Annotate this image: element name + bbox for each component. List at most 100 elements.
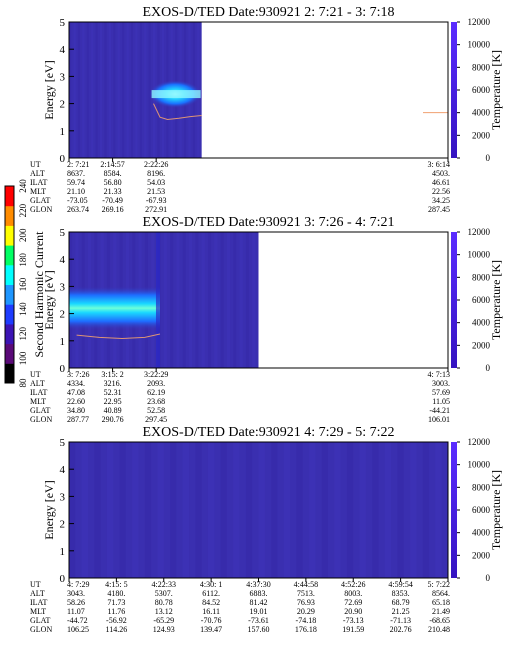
heatmap-stripe [207,232,212,368]
table-cell: -65.29 [153,616,174,625]
heatmap-stripe [119,442,126,578]
table-row-label: GLON [30,205,52,214]
y-tick-label: 3 [60,281,66,293]
table-cell: -73.13 [343,616,364,625]
table-row-label: GLON [30,415,52,424]
right-tick-label: 4000 [472,108,491,118]
heatmap-stripe [195,442,202,578]
heatmap-stripe [170,232,174,368]
y-tick-label: 2 [60,99,66,111]
heatmap-stripe [372,442,379,578]
y-tick-label: 2 [60,519,66,531]
table-cell: 8003. [344,589,362,598]
table-cell: 269.16 [102,205,124,214]
table-cell: 3: 6:14 [428,160,450,169]
table-cell: 57.69 [432,388,450,397]
table-row-label: ILAT [30,598,47,607]
table-row-label: ILAT [30,178,47,187]
table-cell: -70.76 [201,616,222,625]
table-cell: 106.01 [428,415,450,424]
heatmap-stripe [91,22,94,158]
heatmap-stripe [94,442,101,578]
table-cell: 157.60 [248,625,270,634]
table-cell: -44.72 [67,616,88,625]
table-cell: 124.93 [153,625,175,634]
heatmap-band [69,286,160,331]
right-tick-label: 8000 [472,62,491,72]
table-cell: 4: 7:13 [428,370,450,379]
table-cell: 56.80 [104,178,122,187]
y-tick-label: 3 [60,491,66,503]
table-cell: 176.18 [295,625,317,634]
y-tick-label: 3 [60,71,66,83]
y-tick-label: 1 [60,336,66,348]
heatmap-stripe [182,232,186,368]
heatmap-stripe [321,442,328,578]
table-cell: 4:37:30 [246,580,270,589]
table-cell: 210.48 [428,625,450,634]
right-tick-label: 6000 [472,85,491,95]
heatmap-stripe [163,232,167,368]
table-cell: 65.18 [432,598,450,607]
table-cell: 20.29 [297,607,315,616]
heatmap-stripe [334,442,341,578]
heatmap-stripe [73,22,76,158]
heatmap-stripe [220,442,227,578]
table-cell: 3:22:29 [144,370,168,379]
table-cell: 6883. [250,589,268,598]
heatmap-stripe [144,22,147,158]
table-cell: 8564. [432,589,450,598]
table-cell: 7513. [297,589,315,598]
heatmap-stripe [239,232,243,368]
colorbar-segment [5,245,14,266]
table-row-label: GLAT [30,406,51,415]
table-cell: 16.11 [202,607,220,616]
plot-frame [68,21,449,159]
temperature-colorbar [451,22,457,158]
colorbar-segment [5,304,14,325]
colorbar-tick-label: 220 [18,203,28,217]
table-cell: 106.25 [67,625,89,634]
table-cell: 263.74 [67,205,89,214]
heatmap-stripe [435,442,442,578]
colorbar-segment [5,186,14,207]
heatmap-stripe [95,22,98,158]
y-axis-label: Energy [eV] [42,270,56,329]
table-cell: 272.91 [145,205,167,214]
table-cell: 3216. [104,379,122,388]
table-row-label: MLT [30,187,46,196]
table-cell: -73.05 [67,196,88,205]
heatmap-stripe [99,22,103,158]
heatmap-stripe [245,442,253,578]
table-cell: 13.12 [155,607,173,616]
table-cell: 8353. [392,589,410,598]
table-cell: -56.92 [106,616,127,625]
table-cell: 80.78 [155,598,173,607]
table-cell: 22.56 [432,187,450,196]
table-cell: -70.49 [102,196,123,205]
colorbar-segment [5,343,14,364]
table-cell: 287.77 [67,415,89,424]
heatmap-stripe [245,232,250,368]
table-cell: -67.93 [146,196,167,205]
table-row-label: MLT [30,607,46,616]
heatmap-stripe [135,22,138,158]
temperature-curve [76,333,161,340]
right-tick-label: 12000 [468,227,491,237]
right-tick-label: 8000 [472,482,491,492]
right-tick-label: 6000 [472,505,491,515]
heatmap-stripe [195,232,199,368]
table-cell: 21.53 [147,187,165,196]
heatmap-stripe [139,22,142,158]
table-cell: -71.13 [390,616,411,625]
y-tick-label: 1 [60,546,66,558]
y-tick-label: 5 [60,227,66,239]
table-cell: 52.31 [104,388,122,397]
table-cell: 21.10 [67,187,85,196]
heatmap-stripe [106,442,114,578]
table-cell: 191.59 [342,625,364,634]
colorbar-tick-label: 120 [18,327,28,341]
table-cell: 2:14:57 [100,160,124,169]
chart-title: EXOS-D/TED Date:930921 4: 7:29 - 5: 7:22 [143,425,395,440]
heatmap-stripe [132,442,139,578]
